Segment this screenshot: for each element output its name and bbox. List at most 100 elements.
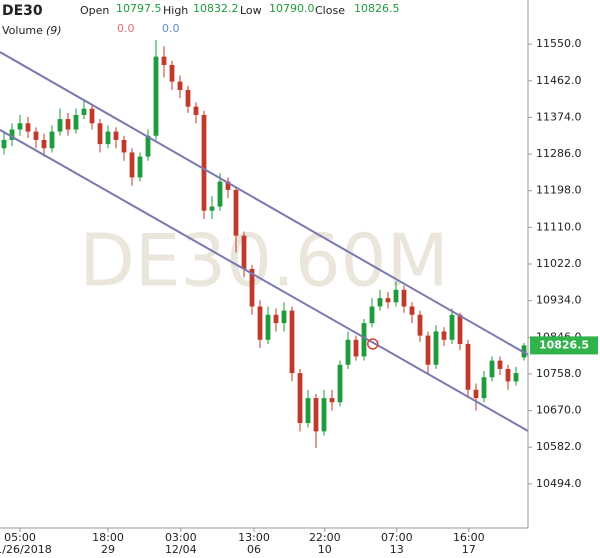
x-tick-sublabel: 06: [247, 543, 261, 556]
symbol: DE30: [2, 3, 43, 19]
candle-body: [169, 64, 175, 82]
candle-body: [113, 131, 119, 140]
y-tick-label: 11022.0: [536, 257, 582, 270]
volume-period: (9): [46, 24, 62, 37]
trendline: [0, 51, 529, 356]
price-label-box: [530, 336, 598, 355]
y-tick-label: 11198.0: [536, 184, 582, 197]
y-tick-label: 11374.0: [536, 110, 582, 123]
y-tick-label: 10494.0: [536, 477, 582, 490]
legend-label: Low: [240, 4, 262, 17]
candle-body: [185, 89, 191, 107]
x-tick-label: 05:00: [4, 531, 36, 544]
candle-body: [465, 343, 471, 390]
candle-body: [425, 335, 431, 365]
candle-body: [177, 81, 183, 90]
trendline: [0, 129, 529, 432]
x-tick-label: 07:00: [381, 531, 413, 544]
candle-body: [385, 298, 391, 303]
header: DE30 Open 10797.5 High 10832.2 Low 10790…: [2, 2, 400, 37]
candle-body: [145, 135, 151, 157]
candle-body: [33, 131, 39, 140]
candle-body: [17, 123, 23, 130]
candle-body: [9, 129, 15, 140]
x-tick-sublabel: 10: [318, 543, 332, 556]
x-tick-label: 18:00: [92, 531, 124, 544]
candle-body: [281, 310, 287, 324]
legend-label: High: [163, 4, 188, 17]
candle-body: [25, 123, 31, 132]
candle-body: [481, 377, 487, 399]
candle-body: [489, 360, 495, 378]
watermark: DE30.60M: [79, 219, 448, 303]
marker: [367, 338, 379, 350]
candle-body: [361, 323, 367, 357]
candle-body: [257, 306, 263, 340]
y-tick-label: 10758.0: [536, 367, 582, 380]
candle-body: [273, 314, 279, 324]
candle-body: [209, 206, 215, 211]
x-tick-sublabel: 11/26/2018: [0, 543, 52, 556]
candle-body: [393, 289, 399, 303]
x-tick-label: 16:00: [453, 531, 485, 544]
x-tick-label: 13:00: [238, 531, 270, 544]
y-tick-label: 10582.0: [536, 440, 582, 453]
candle-body: [161, 56, 167, 65]
y-tick-label: 11286.0: [536, 147, 582, 160]
candle-body: [153, 56, 159, 136]
candle-body: [497, 360, 503, 369]
x-tick-sublabel: 13: [390, 543, 404, 556]
legend-value: 10832.2: [193, 2, 239, 15]
price-label: 10826.5: [539, 338, 589, 351]
candle-body: [289, 310, 295, 374]
candle-body: [49, 131, 55, 149]
candle-body: [297, 373, 303, 424]
candle-body: [1, 139, 7, 149]
volume-label: Volume: [2, 24, 43, 37]
candle-body: [377, 298, 383, 307]
candle-body: [337, 364, 343, 403]
legend-label: Close: [315, 4, 345, 17]
candle-body: [65, 119, 71, 130]
x-tick-label: 22:00: [309, 531, 341, 544]
candle-body: [193, 106, 199, 115]
y-tick-label: 10934.0: [536, 294, 582, 307]
candle-body: [305, 398, 311, 424]
plot-area: [0, 39, 529, 449]
candle-body: [89, 108, 95, 124]
candle-body: [225, 181, 231, 190]
legend-value: 10797.5: [116, 2, 162, 15]
candle-body: [505, 368, 511, 382]
candle-body: [473, 389, 479, 399]
candle-body: [73, 114, 79, 130]
legend-value: 10790.0: [269, 2, 315, 15]
candle-body: [441, 331, 447, 340]
volume-value: 0.0: [162, 22, 180, 35]
y-tick-label: 10670.0: [536, 404, 582, 417]
y-tick-label: 11550.0: [536, 37, 582, 50]
candle-body: [81, 108, 87, 115]
volume-value: 0.0: [117, 22, 135, 35]
candle-body: [513, 373, 519, 382]
candle-body: [417, 314, 423, 336]
candle-body: [233, 189, 239, 236]
candle-body: [121, 139, 127, 153]
candle-body: [369, 306, 375, 324]
candle-body: [201, 114, 207, 211]
candle-body: [41, 139, 47, 149]
candle-body: [217, 181, 223, 207]
x-tick-sublabel: 29: [101, 543, 115, 556]
x-tick-label: 03:00: [165, 531, 197, 544]
candle-body: [137, 156, 143, 178]
x-tick-sublabel: 17: [462, 543, 476, 556]
candle-body: [329, 398, 335, 403]
candle-body: [129, 152, 135, 178]
y-tick-label: 11110.0: [536, 220, 582, 233]
candle-body: [401, 289, 407, 307]
candle-body: [57, 119, 63, 132]
candle-body: [241, 235, 247, 269]
candle-body: [105, 131, 111, 145]
candle-body: [313, 398, 319, 432]
candle-body: [433, 331, 439, 365]
